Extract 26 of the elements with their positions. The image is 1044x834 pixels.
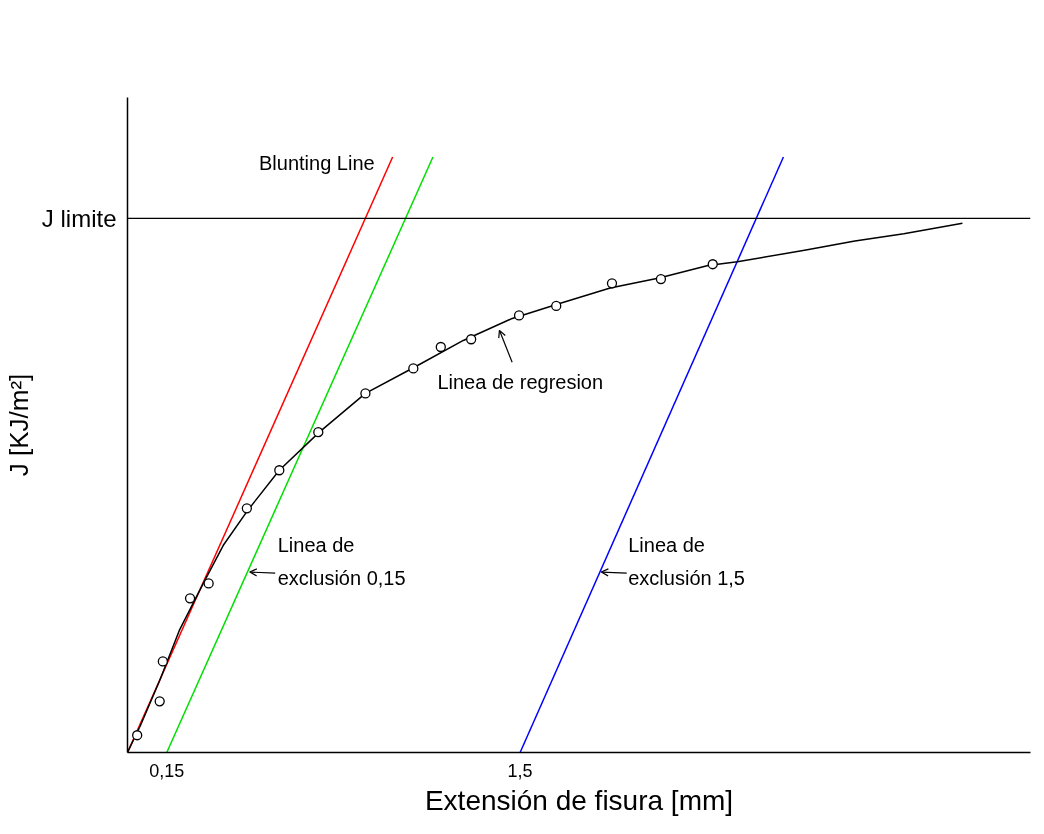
point xyxy=(551,300,562,312)
point xyxy=(513,310,525,321)
point xyxy=(606,278,618,289)
point xyxy=(274,465,285,476)
annotation: Blunting Line xyxy=(259,152,375,175)
point xyxy=(157,656,168,667)
point xyxy=(203,578,214,589)
point xyxy=(313,427,324,438)
annotation: Linea de exclusión 1,5 xyxy=(628,533,745,589)
annotation: Linea de exclusión 0,15 xyxy=(277,533,406,589)
point xyxy=(184,593,196,604)
point xyxy=(241,503,252,514)
y-axis-title: J [KJ/m²] xyxy=(3,373,34,477)
x-axis-title: Extensión de fisura [mm] xyxy=(424,784,734,816)
point xyxy=(132,730,143,741)
point xyxy=(655,273,667,285)
ref-line-label: J limite xyxy=(41,204,117,232)
x-tick-label: 1,5 xyxy=(507,760,533,781)
point xyxy=(435,341,446,353)
annotation: Linea de regresion xyxy=(437,371,604,394)
point xyxy=(466,334,477,345)
point xyxy=(707,259,718,270)
point xyxy=(360,388,371,399)
x-tick-label: 0,15 xyxy=(149,760,185,781)
point xyxy=(154,696,165,707)
point xyxy=(408,363,419,374)
